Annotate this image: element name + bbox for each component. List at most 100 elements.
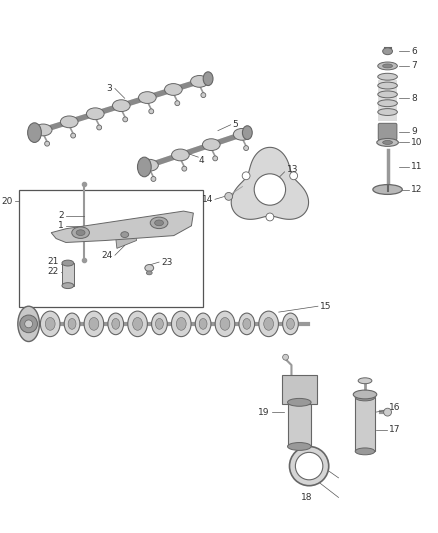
Text: 15: 15 xyxy=(320,302,332,311)
Ellipse shape xyxy=(383,64,392,68)
Circle shape xyxy=(384,408,392,416)
Ellipse shape xyxy=(215,311,235,337)
Text: 17: 17 xyxy=(389,425,400,434)
Ellipse shape xyxy=(145,264,154,271)
Ellipse shape xyxy=(213,156,218,161)
Text: 18: 18 xyxy=(301,493,313,502)
Circle shape xyxy=(290,447,329,486)
Polygon shape xyxy=(378,79,397,121)
Ellipse shape xyxy=(353,390,377,399)
Ellipse shape xyxy=(113,100,130,111)
Circle shape xyxy=(295,453,323,480)
Ellipse shape xyxy=(146,271,152,275)
Ellipse shape xyxy=(378,100,397,107)
Ellipse shape xyxy=(259,311,279,337)
Ellipse shape xyxy=(378,82,397,89)
Ellipse shape xyxy=(383,141,392,144)
Ellipse shape xyxy=(233,128,251,140)
Text: 9: 9 xyxy=(411,127,417,136)
Text: 2: 2 xyxy=(58,212,64,221)
Ellipse shape xyxy=(150,217,168,229)
Ellipse shape xyxy=(220,318,230,330)
Ellipse shape xyxy=(62,282,74,288)
Text: 1: 1 xyxy=(58,221,64,230)
Text: 10: 10 xyxy=(411,138,423,147)
Ellipse shape xyxy=(97,125,102,130)
Ellipse shape xyxy=(133,318,142,330)
Circle shape xyxy=(225,192,233,200)
Ellipse shape xyxy=(121,232,129,238)
Ellipse shape xyxy=(141,159,158,171)
Circle shape xyxy=(266,213,274,221)
Ellipse shape xyxy=(177,318,186,330)
Ellipse shape xyxy=(172,149,189,161)
Ellipse shape xyxy=(286,319,294,329)
Ellipse shape xyxy=(244,146,248,150)
Text: 7: 7 xyxy=(411,61,417,70)
Ellipse shape xyxy=(171,311,191,337)
Ellipse shape xyxy=(18,306,39,342)
Ellipse shape xyxy=(355,448,375,455)
Ellipse shape xyxy=(373,184,402,195)
Text: 22: 22 xyxy=(48,268,59,277)
Ellipse shape xyxy=(165,84,182,95)
Ellipse shape xyxy=(378,74,397,80)
Ellipse shape xyxy=(128,311,147,337)
Ellipse shape xyxy=(242,126,252,140)
Text: 16: 16 xyxy=(389,403,400,411)
Ellipse shape xyxy=(202,139,220,150)
Text: 3: 3 xyxy=(106,84,112,93)
Ellipse shape xyxy=(86,108,104,119)
Ellipse shape xyxy=(358,378,372,384)
Bar xyxy=(19,190,203,307)
Ellipse shape xyxy=(243,319,251,329)
Ellipse shape xyxy=(287,442,311,450)
Text: 4: 4 xyxy=(198,156,204,165)
Ellipse shape xyxy=(182,166,187,171)
Text: 14: 14 xyxy=(201,195,213,204)
Polygon shape xyxy=(51,211,194,243)
Ellipse shape xyxy=(149,109,154,114)
Circle shape xyxy=(254,174,286,205)
Ellipse shape xyxy=(191,76,208,87)
Circle shape xyxy=(25,320,32,328)
Ellipse shape xyxy=(378,109,397,116)
Ellipse shape xyxy=(40,311,60,337)
Ellipse shape xyxy=(283,313,298,335)
Text: 19: 19 xyxy=(258,408,270,417)
Ellipse shape xyxy=(175,101,180,106)
Ellipse shape xyxy=(84,311,104,337)
Ellipse shape xyxy=(62,260,74,266)
Ellipse shape xyxy=(264,318,274,330)
Text: 24: 24 xyxy=(102,251,113,260)
Text: 21: 21 xyxy=(48,256,59,265)
Ellipse shape xyxy=(151,176,156,181)
Text: 12: 12 xyxy=(411,185,423,194)
Polygon shape xyxy=(115,223,137,248)
Ellipse shape xyxy=(112,319,120,329)
Ellipse shape xyxy=(72,227,89,238)
Circle shape xyxy=(290,172,297,180)
Ellipse shape xyxy=(45,141,49,146)
FancyBboxPatch shape xyxy=(378,123,397,140)
Ellipse shape xyxy=(203,72,213,86)
Polygon shape xyxy=(62,263,74,286)
Text: 23: 23 xyxy=(161,257,173,266)
Circle shape xyxy=(283,354,289,360)
Ellipse shape xyxy=(152,313,167,335)
Ellipse shape xyxy=(195,313,211,335)
Ellipse shape xyxy=(287,398,311,406)
Ellipse shape xyxy=(34,124,52,136)
Ellipse shape xyxy=(68,319,76,329)
Ellipse shape xyxy=(64,313,80,335)
Ellipse shape xyxy=(355,394,375,401)
Ellipse shape xyxy=(108,313,124,335)
Ellipse shape xyxy=(383,48,392,55)
Text: 5: 5 xyxy=(233,120,238,130)
Ellipse shape xyxy=(89,318,99,330)
Ellipse shape xyxy=(45,318,55,330)
Polygon shape xyxy=(231,147,308,219)
Text: 8: 8 xyxy=(411,94,417,103)
Ellipse shape xyxy=(76,230,85,236)
Polygon shape xyxy=(282,375,317,405)
